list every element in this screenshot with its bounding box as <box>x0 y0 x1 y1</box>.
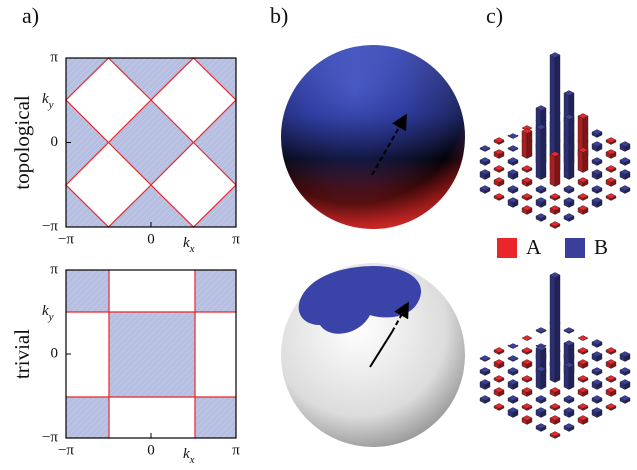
bar-left <box>522 131 527 159</box>
row-label: trivial <box>10 329 34 379</box>
legend-swatch <box>497 238 517 258</box>
y-tick-label: π <box>50 49 58 65</box>
bar-left <box>564 365 569 390</box>
bar-top <box>508 344 518 349</box>
phase-plot-top <box>66 58 236 227</box>
y-axis-label-sub: y <box>48 99 54 111</box>
panel-label: b) <box>270 3 288 28</box>
bloch-sphere-bottom <box>281 263 465 447</box>
x-axis-label-sub: x <box>189 454 195 466</box>
bar-top <box>578 336 588 341</box>
legend-swatch <box>565 238 585 258</box>
figure: a) b) c) topologicalπ0−π−π0πkykxtrivialπ… <box>0 0 637 470</box>
x-tick-label: π <box>232 442 240 458</box>
bar-left <box>536 369 541 390</box>
bar-left <box>550 275 555 383</box>
bar-right <box>541 127 546 180</box>
x-tick-label: −π <box>58 231 74 247</box>
phase-plot-bottom <box>66 270 236 438</box>
bar-left <box>536 127 541 180</box>
y-tick-label: π <box>50 261 58 277</box>
x-axis-label-sub: x <box>189 243 195 255</box>
bar-top <box>508 134 518 139</box>
panel-label: a) <box>22 3 39 28</box>
y-tick-label: −π <box>42 218 58 234</box>
y-axis-label: ky <box>42 91 54 110</box>
bar-right <box>527 131 532 159</box>
x-tick-label: π <box>232 231 240 247</box>
bar-left <box>564 117 569 180</box>
bar-right <box>569 117 574 180</box>
y-tick-label: 0 <box>51 134 59 150</box>
y-tick-label: −π <box>42 429 58 445</box>
bar-left <box>578 150 583 173</box>
y-tick-label: 0 <box>51 345 59 361</box>
x-axis-label: kx <box>183 235 195 254</box>
legend-label: A <box>526 235 542 259</box>
y-axis-label: ky <box>42 303 54 322</box>
bar-left <box>550 154 555 187</box>
bar-right <box>583 150 588 173</box>
x-axis-label: kx <box>183 446 195 465</box>
bar-right <box>555 154 560 187</box>
bar-right <box>569 365 574 390</box>
x-tick-label: 0 <box>147 442 155 458</box>
bar-top <box>522 336 532 341</box>
panel-label: c) <box>486 3 503 28</box>
x-tick-label: −π <box>58 442 74 458</box>
legend-label: B <box>594 235 608 259</box>
bar-right <box>555 275 560 383</box>
x-tick-label: 0 <box>147 231 155 247</box>
row-label: topological <box>10 95 34 190</box>
y-axis-label-sub: y <box>48 311 54 323</box>
bar-right <box>541 369 546 390</box>
bloch-sphere-top <box>281 45 465 229</box>
